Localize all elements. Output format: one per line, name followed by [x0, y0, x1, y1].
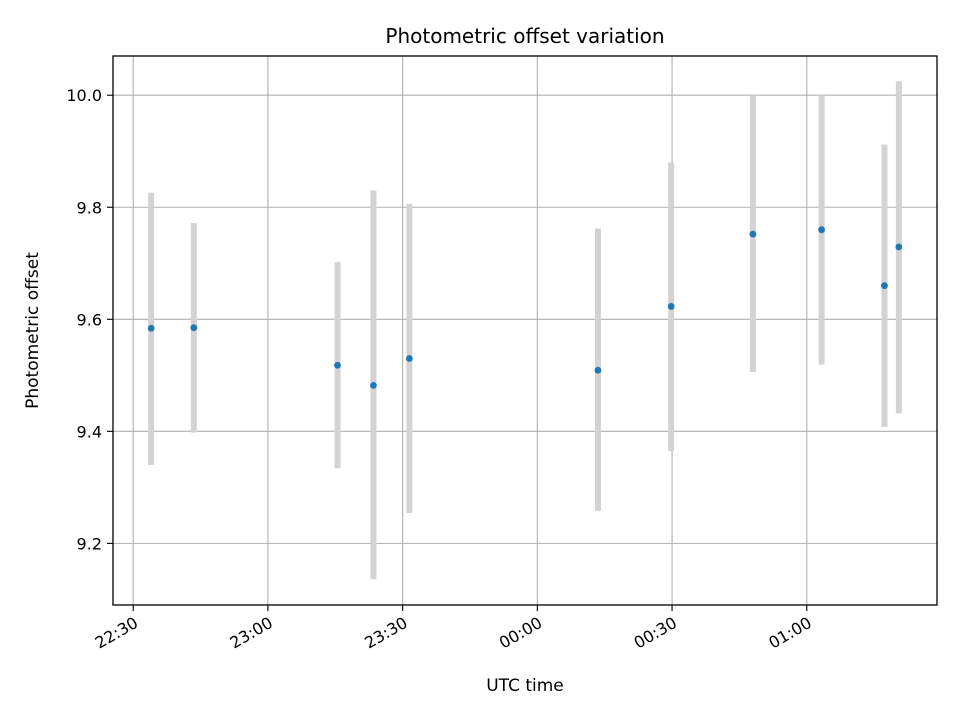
data-point: [895, 243, 903, 251]
data-points: [147, 226, 903, 389]
data-point: [818, 226, 825, 234]
data-point: [405, 355, 413, 362]
data-point: [749, 230, 757, 238]
y-tick-label: 9.6: [77, 310, 102, 329]
y-axis-title: Photometric offset: [23, 252, 43, 409]
data-point: [881, 282, 888, 290]
data-point: [190, 324, 198, 332]
y-tick-label: 9.2: [77, 534, 102, 553]
data-point: [334, 361, 341, 369]
y-tick-label: 10.0: [66, 86, 102, 105]
data-point: [147, 324, 155, 332]
data-point: [667, 303, 675, 310]
chart-title: Photometric offset variation: [385, 24, 664, 48]
y-axis: 9.2 9.4 9.6 9.8 10.0: [66, 86, 113, 553]
data-point: [370, 382, 377, 389]
data-point: [594, 366, 602, 374]
y-tick-label: 9.4: [77, 422, 102, 441]
y-tick-label: 9.8: [77, 198, 102, 217]
x-axis-title: UTC time: [486, 676, 564, 696]
plot-area-frame: [112, 55, 938, 606]
